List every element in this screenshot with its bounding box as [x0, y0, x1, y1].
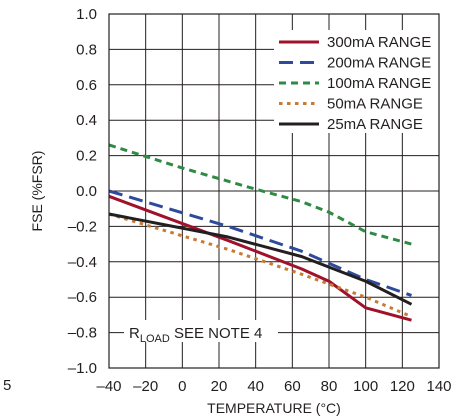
- y-tick-label: –0.2: [68, 218, 97, 235]
- x-tick-label: 120: [390, 378, 415, 395]
- series-line-5: [108, 212, 413, 306]
- y-tick-label: 0.2: [76, 148, 97, 165]
- y-tick-label: 0.0: [76, 183, 97, 200]
- tick-labels: –40 –20 0 20 40 60 80 100 120 140 1.0 0.8 0.6 0.4 0.2 0…: [68, 6, 452, 395]
- legend-label: 25mA RANGE: [327, 116, 423, 133]
- annotation-text: RLOAD SEE NOTE 4: [129, 325, 262, 345]
- x-tick-label: 140: [426, 378, 451, 395]
- legend-label: 100mA RANGE: [327, 75, 431, 92]
- series-line-4: [108, 212, 413, 319]
- x-axis-title: TEMPERATURE (°C): [207, 400, 341, 416]
- legend-label: 50mA RANGE: [327, 96, 423, 113]
- y-axis-title: FSE (%FSR): [29, 151, 45, 232]
- y-tick-label: 0.4: [76, 112, 97, 129]
- series-line-3: [108, 143, 412, 246]
- x-tick-label: –40: [96, 378, 121, 395]
- annotation-rest: SEE NOTE 4: [170, 325, 263, 342]
- y-tick-label: 1.0: [76, 6, 97, 23]
- y-tick-label: –0.6: [68, 289, 97, 306]
- series-line-2: [108, 189, 412, 297]
- legend-background: [274, 30, 439, 133]
- x-tick-label: 0: [178, 378, 186, 395]
- legend-label: 300mA RANGE: [327, 34, 431, 51]
- series-lines: [108, 143, 413, 322]
- y-tick-label: –0.4: [68, 254, 97, 271]
- legend: 300mA RANGE 200mA RANGE 100mA RANGE 50mA RA…: [274, 30, 439, 133]
- annotation-subscript: LOAD: [140, 333, 170, 345]
- y-tick-label: 0.8: [76, 41, 97, 58]
- y-tick-label: –1.0: [68, 360, 97, 377]
- legend-label: 200mA RANGE: [327, 55, 431, 72]
- corner-text: 5: [3, 377, 11, 394]
- annotation-main: R: [129, 325, 140, 342]
- plot-frame: [108, 13, 440, 369]
- x-tick-label: 20: [211, 378, 228, 395]
- annotation-background: [124, 320, 278, 342]
- y-tick-label: –0.8: [68, 325, 97, 342]
- y-tick-label: 0.6: [76, 77, 97, 94]
- annotation-note: RLOAD SEE NOTE 4: [124, 320, 278, 345]
- x-tick-label: 40: [247, 378, 264, 395]
- x-tick-label: –20: [133, 378, 158, 395]
- x-tick-label: 60: [284, 378, 301, 395]
- x-tick-label: 80: [321, 378, 338, 395]
- x-tick-label: 100: [353, 378, 378, 395]
